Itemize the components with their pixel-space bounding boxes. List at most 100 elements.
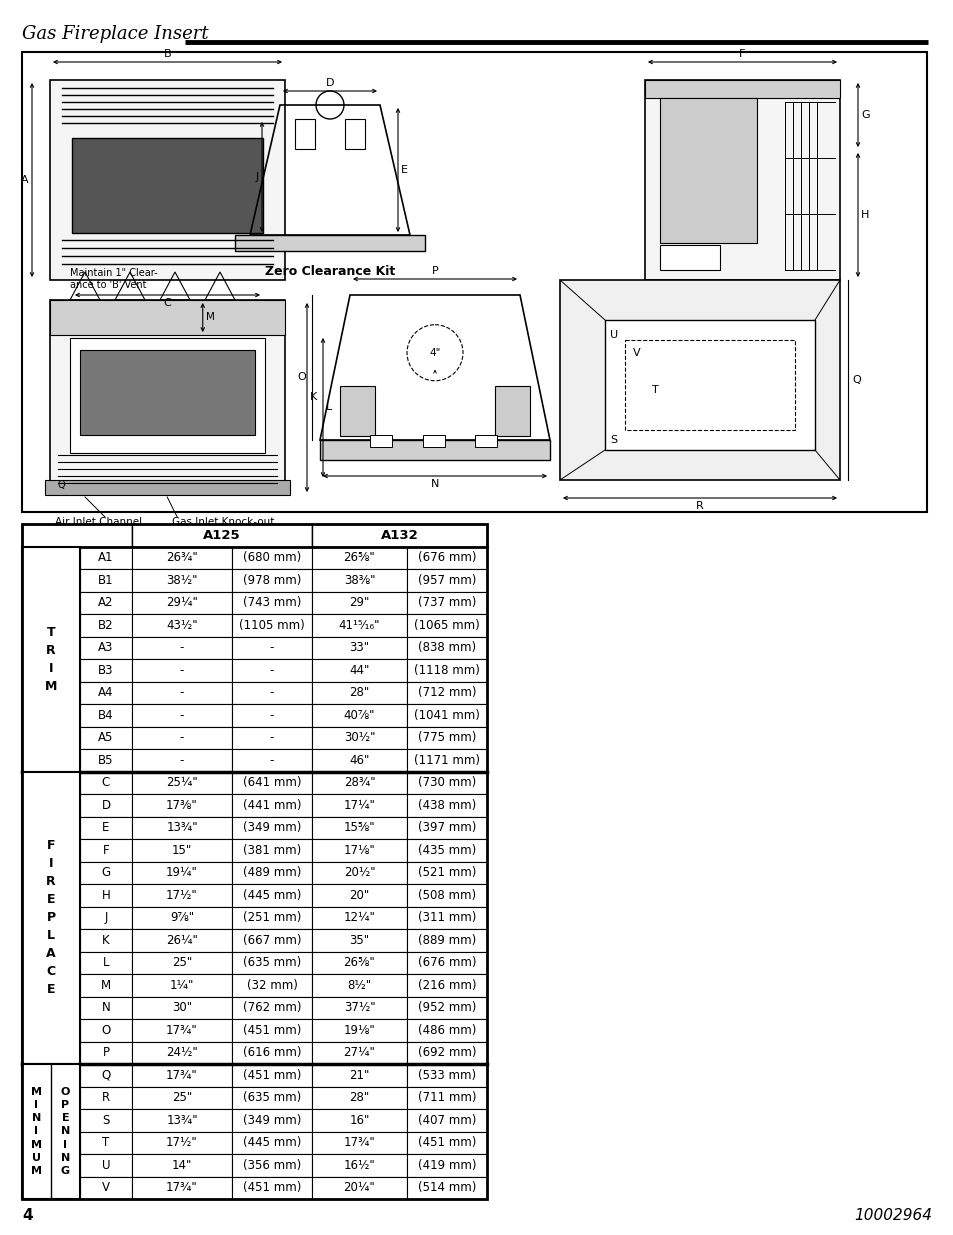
Bar xyxy=(312,704,407,726)
Text: A: A xyxy=(21,175,29,185)
Bar xyxy=(132,1065,232,1087)
Bar xyxy=(312,997,407,1019)
Text: 9⅞": 9⅞" xyxy=(170,911,193,924)
Text: 13¾": 13¾" xyxy=(166,821,197,835)
Bar xyxy=(232,592,312,614)
Text: Gas Fireplace Insert: Gas Fireplace Insert xyxy=(22,25,209,43)
Text: -: - xyxy=(270,663,274,677)
Bar xyxy=(132,1087,232,1109)
Text: (711 mm): (711 mm) xyxy=(417,1092,476,1104)
Bar xyxy=(22,569,80,592)
Bar xyxy=(132,614,232,636)
Bar xyxy=(51,1109,80,1131)
Text: 16½": 16½" xyxy=(343,1158,375,1172)
Text: (251 mm): (251 mm) xyxy=(243,911,301,924)
Bar xyxy=(51,1153,80,1177)
Bar xyxy=(407,1041,486,1065)
Bar xyxy=(232,547,312,569)
Bar xyxy=(232,1177,312,1199)
Text: (635 mm): (635 mm) xyxy=(243,956,301,969)
Text: M: M xyxy=(101,979,111,992)
Bar xyxy=(22,52,926,513)
Bar xyxy=(80,1177,132,1199)
Bar xyxy=(80,547,132,569)
Bar xyxy=(232,884,312,906)
Text: 26¾": 26¾" xyxy=(166,551,197,564)
Text: A1: A1 xyxy=(98,551,113,564)
Bar xyxy=(70,338,265,453)
Text: 43½": 43½" xyxy=(166,619,197,632)
Text: E: E xyxy=(102,821,110,835)
Text: A132: A132 xyxy=(380,529,418,542)
Text: 38½": 38½" xyxy=(166,574,197,587)
Bar xyxy=(407,816,486,839)
Text: Q: Q xyxy=(58,480,66,490)
Text: M: M xyxy=(206,312,214,322)
Bar xyxy=(407,748,486,772)
Text: (397 mm): (397 mm) xyxy=(417,821,476,835)
Bar xyxy=(312,659,407,682)
Bar xyxy=(22,1019,80,1041)
Text: (419 mm): (419 mm) xyxy=(417,1158,476,1172)
Bar xyxy=(232,726,312,748)
Text: (1065 mm): (1065 mm) xyxy=(414,619,479,632)
Bar xyxy=(604,320,814,450)
Bar xyxy=(559,280,840,480)
Bar xyxy=(80,726,132,748)
Bar xyxy=(312,772,407,794)
Text: Gas Inlet Knock-out: Gas Inlet Knock-out xyxy=(172,517,274,527)
Bar xyxy=(407,997,486,1019)
Bar xyxy=(407,884,486,906)
Text: (712 mm): (712 mm) xyxy=(417,687,476,699)
Bar xyxy=(232,704,312,726)
Text: (641 mm): (641 mm) xyxy=(242,777,301,789)
Bar xyxy=(132,592,232,614)
Text: 44": 44" xyxy=(349,663,370,677)
Bar xyxy=(132,748,232,772)
Bar xyxy=(132,1041,232,1065)
Text: (508 mm): (508 mm) xyxy=(417,889,476,902)
Bar xyxy=(312,592,407,614)
Text: (635 mm): (635 mm) xyxy=(243,1092,301,1104)
Bar xyxy=(232,816,312,839)
Bar xyxy=(22,547,80,772)
Text: (216 mm): (216 mm) xyxy=(417,979,476,992)
Text: 25¼": 25¼" xyxy=(166,777,197,789)
Text: 20¼": 20¼" xyxy=(343,1181,375,1194)
Bar xyxy=(22,704,80,726)
Text: 4: 4 xyxy=(22,1208,32,1223)
Text: 17¾": 17¾" xyxy=(343,1136,375,1150)
Text: T
R
I
M: T R I M xyxy=(45,625,57,693)
Bar xyxy=(80,1153,132,1177)
Bar xyxy=(659,245,720,270)
Bar xyxy=(80,951,132,974)
Text: 26¼": 26¼" xyxy=(166,934,197,947)
Bar xyxy=(80,839,132,862)
Text: P: P xyxy=(102,1046,110,1060)
Text: -: - xyxy=(270,709,274,721)
Bar xyxy=(407,1131,486,1153)
Bar xyxy=(312,569,407,592)
Text: V: V xyxy=(633,348,640,358)
Text: M
I
N
I
M
U
M: M I N I M U M xyxy=(30,1087,42,1176)
Bar xyxy=(132,816,232,839)
Bar xyxy=(22,547,80,569)
Bar xyxy=(51,1065,80,1087)
Text: 17½": 17½" xyxy=(166,889,197,902)
Bar xyxy=(22,794,80,816)
Bar xyxy=(232,906,312,929)
Text: 17¾": 17¾" xyxy=(166,1068,197,1082)
Bar xyxy=(407,569,486,592)
Bar xyxy=(132,1153,232,1177)
Text: (680 mm): (680 mm) xyxy=(243,551,301,564)
Text: B3: B3 xyxy=(98,663,113,677)
Bar xyxy=(132,636,232,659)
Bar xyxy=(80,1065,132,1087)
Bar xyxy=(232,1065,312,1087)
Text: K: K xyxy=(102,934,110,947)
Bar xyxy=(312,1065,407,1087)
Bar xyxy=(80,929,132,951)
Text: 17¾": 17¾" xyxy=(166,1181,197,1194)
Text: A3: A3 xyxy=(98,641,113,655)
Bar xyxy=(132,1177,232,1199)
